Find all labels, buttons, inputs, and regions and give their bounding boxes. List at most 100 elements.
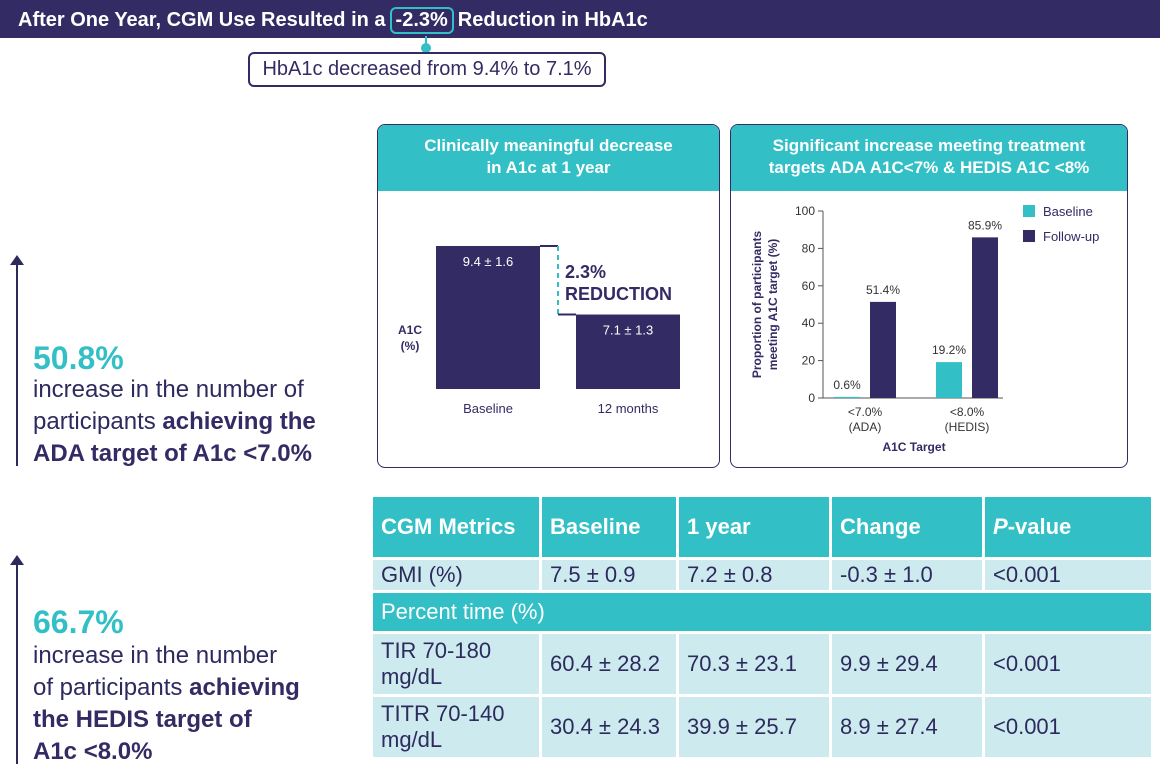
callout-connector-dot [421, 43, 431, 53]
cell-change: 8.9 ± 27.4 [832, 697, 982, 757]
cell-change: -0.3 ± 1.0 [832, 560, 982, 590]
cell-metric: GMI (%) [373, 560, 539, 590]
y-tick-label: 20 [802, 354, 816, 368]
stat-hedis-value: 66.7% [33, 604, 124, 640]
x-tick-label: 12 months [598, 401, 659, 416]
cell-metric: TITR 70-140 mg/dL [373, 697, 539, 757]
legend-swatch-baseline [1023, 205, 1035, 217]
bar-baseline [936, 362, 962, 398]
cell-pvalue: <0.001 [985, 697, 1151, 757]
stat-ada-value: 50.8% [33, 340, 124, 376]
stat-hedis-text: increase in the number of participants a… [33, 640, 353, 768]
x-tick-label: <8.0% [950, 405, 985, 419]
stat-ada-line2-bold: achieving the [162, 408, 316, 435]
table-row: TIR 70-180 mg/dL 60.4 ± 28.2 70.3 ± 23.1 … [373, 634, 1151, 694]
panel-right-header: Significant increase meeting treatment t… [731, 125, 1127, 191]
stat-hedis-line2-plain: of participants [33, 674, 190, 701]
bar-data-label: 51.4% [866, 283, 900, 297]
stat-hedis-line2-bold: achieving [189, 674, 300, 701]
y-tick-label: 60 [802, 279, 816, 293]
stat-ada-line1: increase in the number of [33, 376, 304, 403]
cell-1year: 70.3 ± 23.1 [679, 634, 829, 694]
up-arrow-icon [10, 255, 24, 265]
bar-follow-up [972, 237, 998, 398]
legend-label-baseline: Baseline [1043, 204, 1093, 219]
col-header-change: Change [832, 497, 982, 557]
metric-line2: mg/dL [381, 664, 443, 689]
reduction-annotation-label: REDUCTION [565, 284, 672, 304]
panel-left-header: Clinically meaningful decrease in A1c at… [378, 125, 719, 191]
table-section-row: Percent time (%) [373, 593, 1151, 631]
table-row: TITR 70-140 mg/dL 30.4 ± 24.3 39.9 ± 25.7… [373, 697, 1151, 757]
a1c-decrease-panel: Clinically meaningful decrease in A1c at… [377, 124, 720, 468]
title-suffix: Reduction in HbA1c [457, 9, 648, 31]
treatment-targets-panel: Significant increase meeting treatment t… [730, 124, 1128, 468]
metric-line1: TIR 70-180 [381, 638, 492, 663]
bar-data-label: 7.1 ± 1.3 [603, 323, 654, 338]
x-tick-sublabel: (ADA) [849, 420, 882, 434]
col-header-baseline: Baseline [542, 497, 676, 557]
p-italic: P [993, 514, 1008, 539]
cell-pvalue: <0.001 [985, 634, 1151, 694]
y-tick-label: 0 [808, 391, 815, 405]
stat-ada-text: increase in the number of participants a… [33, 374, 373, 470]
bar-data-label: 19.2% [932, 343, 966, 357]
cell-baseline: 30.4 ± 24.3 [542, 697, 676, 757]
y-tick-label: 80 [802, 241, 816, 255]
arrow-line [16, 563, 18, 764]
title-prefix: After One Year, CGM Use Resulted in a [18, 9, 386, 31]
cell-baseline: 7.5 ± 0.9 [542, 560, 676, 590]
a1c-bar-chart: 9.4 ± 1.6 Baseline 7.1 ± 1.3 12 months 2.3%R… [398, 245, 680, 416]
cgm-metrics-table: CGM Metrics Baseline 1 year Change P-val… [370, 494, 1154, 760]
stat-ada-line3-bold: ADA target of A1c <7.0% [33, 440, 312, 467]
stat-hedis-line4-bold: A1c <8.0% [33, 738, 153, 765]
bar-12-months [576, 314, 680, 389]
panel-left-title-line2: in A1c at 1 year [486, 158, 611, 177]
arrow-line [16, 263, 18, 466]
y-axis-label-line1: Proportion of participants [750, 231, 764, 379]
callout-connector [425, 36, 427, 48]
metric-line2: mg/dL [381, 727, 443, 752]
cell-baseline: 60.4 ± 28.2 [542, 634, 676, 694]
y-tick-label: 100 [795, 204, 815, 218]
p-rest: -value [1007, 514, 1072, 539]
bar-data-label: 85.9% [968, 218, 1002, 232]
y-axis-label: A1C [398, 323, 422, 337]
hba1c-callout: HbA1c decreased from 9.4% to 7.1% [248, 52, 606, 87]
panel-right-title-line1: Significant increase meeting treatment [772, 136, 1086, 155]
panel-left-title-line1: Clinically meaningful decrease [424, 136, 673, 155]
cell-metric: TIR 70-180 mg/dL [373, 634, 539, 694]
targets-bar-chart: 0 20 40 60 80 100 Proportion of participants me… [750, 204, 1099, 454]
reduction-badge: -2.3% [389, 7, 454, 34]
page-title: After One Year, CGM Use Resulted in a -2.… [18, 7, 648, 34]
up-arrow-icon [10, 555, 24, 565]
stat-hedis-line3-bold: the HEDIS target of [33, 706, 252, 733]
stat-hedis-line1: increase in the number [33, 642, 278, 669]
col-header-pvalue: P-value [985, 497, 1151, 557]
x-axis-label: A1C Target [882, 440, 945, 454]
x-tick-label: <7.0% [848, 405, 883, 419]
stat-ada-line2-plain: participants [33, 408, 163, 435]
cell-1year: 39.9 ± 25.7 [679, 697, 829, 757]
col-header-1year: 1 year [679, 497, 829, 557]
panel-right-title-line2: targets ADA A1C<7% & HEDIS A1C <8% [768, 158, 1090, 177]
bar-data-label: 9.4 ± 1.6 [463, 254, 514, 269]
bar-baseline [436, 246, 540, 389]
cell-pvalue: <0.001 [985, 560, 1151, 590]
section-label: Percent time (%) [373, 593, 1151, 631]
table-row: GMI (%) 7.5 ± 0.9 7.2 ± 0.8 -0.3 ± 1.0 <… [373, 560, 1151, 590]
col-header-metrics: CGM Metrics [373, 497, 539, 557]
metric-line1: TITR 70-140 [381, 701, 505, 726]
y-axis-unit: (%) [401, 339, 420, 353]
reduction-annotation-value: 2.3% [565, 262, 606, 282]
bar-follow-up [870, 301, 896, 398]
legend-swatch-follow-up [1023, 230, 1035, 242]
x-tick-sublabel: (HEDIS) [945, 420, 990, 434]
cell-1year: 7.2 ± 0.8 [679, 560, 829, 590]
header-bar [0, 0, 1160, 38]
legend-label-follow-up: Follow-up [1043, 229, 1099, 244]
y-axis-label-line2: meeting A1C target (%) [766, 239, 780, 371]
bar-baseline [834, 396, 860, 398]
y-tick-label: 40 [802, 316, 816, 330]
x-tick-label: Baseline [463, 401, 513, 416]
